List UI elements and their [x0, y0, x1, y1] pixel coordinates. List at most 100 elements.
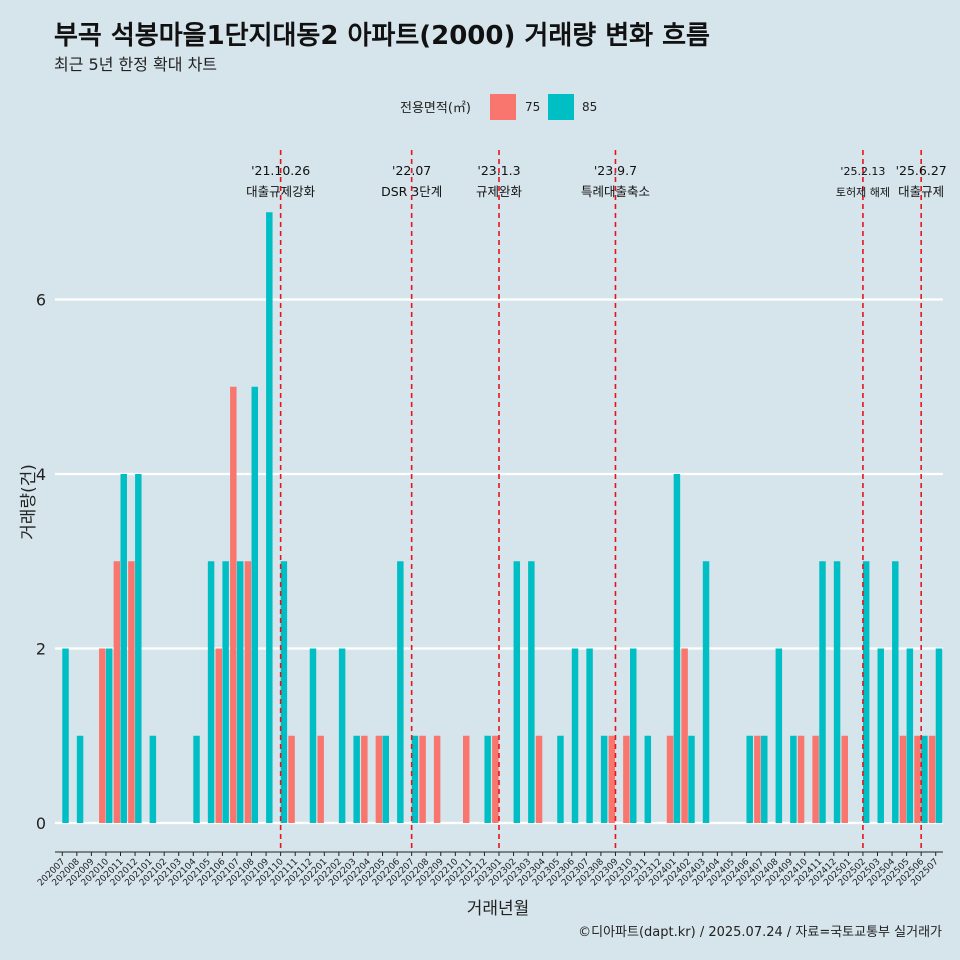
annotation-label: 대출규제강화	[246, 184, 316, 199]
y-tick-label: 0	[36, 814, 46, 833]
bar-75-202411	[812, 735, 819, 823]
bar-85-202305	[557, 735, 564, 823]
bar-85-202107	[236, 561, 244, 823]
bar-85-202012	[135, 474, 142, 823]
bar-75-202107	[230, 386, 237, 823]
chart-subtitle: 최근 5년 한정 확대 차트	[54, 55, 217, 74]
bar-75-202108	[244, 561, 252, 823]
bar-85-202504	[892, 561, 899, 823]
legend-label-75: 75	[525, 100, 540, 114]
bar-75-202011	[113, 561, 121, 823]
y-tick-label: 6	[36, 291, 46, 310]
bar-85-202303	[528, 561, 535, 823]
bar-85-202401	[673, 474, 681, 823]
annotation-date: '25.2.13	[840, 165, 885, 178]
caption: ©디아파트(dapt.kr) / 2025.07.24 / 자료=국토교통부 실…	[578, 925, 942, 940]
bars	[62, 212, 943, 823]
bar-75-202301	[492, 735, 499, 823]
bar-85-202411	[819, 561, 826, 823]
annotations: '21.10.26 대출규제강화 '22.07 DSR 3단계 '23.1.3 규제완화 '…	[246, 150, 947, 852]
bar-85-202408	[775, 648, 783, 823]
bar-75-202505	[899, 735, 907, 823]
bar-85-202105	[207, 561, 215, 823]
annotation-label: 규제완화	[476, 184, 523, 199]
annotation-date: '23.1.3	[477, 163, 520, 178]
bar-75-202111	[288, 735, 295, 823]
bar-85-202505	[906, 648, 914, 823]
bar-85-202106	[222, 561, 229, 823]
bar-85-202202	[338, 648, 346, 823]
bar-85-202205	[382, 735, 390, 823]
x-axis: 2020072020082020092020102020112020122021…	[36, 851, 943, 888]
bar-85-202407	[761, 735, 768, 823]
bar-85-202112	[309, 648, 317, 823]
bar-75-202010	[99, 648, 106, 823]
bar-85-202412	[833, 561, 841, 823]
y-axis-label: 거래량(건)	[19, 464, 39, 540]
bar-75-202506	[914, 735, 921, 823]
bar-85-202008	[76, 735, 84, 823]
bar-75-202407	[754, 735, 761, 823]
bar-85-202502	[862, 561, 870, 823]
bar-85-202308	[600, 735, 608, 823]
bar-75-202208	[419, 735, 426, 823]
bar-75-202310	[623, 735, 630, 823]
bar-85-202307	[586, 648, 593, 823]
annotation-date: '25.6.27	[896, 163, 947, 178]
bar-85-202503	[877, 648, 884, 823]
bar-75-202211	[463, 735, 470, 823]
bar-75-202402	[681, 648, 688, 823]
bar-85-202203	[353, 735, 360, 823]
bar-85-202409	[790, 735, 797, 823]
annotation-label: 토허제 해제	[836, 185, 890, 199]
bar-75-202201	[317, 735, 324, 823]
bar-75-202205	[375, 735, 383, 823]
legend-swatch-75	[490, 94, 516, 120]
annotation-date: '22.07	[392, 163, 431, 178]
bar-75-202209	[433, 735, 441, 823]
bar-75-202106	[215, 648, 223, 823]
bar-85-202306	[571, 648, 579, 823]
bar-85-202402	[688, 735, 695, 823]
annotation-date: '21.10.26	[251, 163, 310, 178]
bar-75-202507	[928, 735, 936, 823]
bar-85-202007	[62, 648, 69, 823]
bar-85-202011	[120, 474, 127, 823]
annotation-label: 대출규제	[898, 184, 944, 199]
bar-85-202311	[644, 735, 652, 823]
bar-85-202108	[251, 386, 259, 823]
y-tick-label: 4	[36, 465, 46, 484]
bar-85-202406	[746, 735, 753, 823]
bar-75-202204	[361, 735, 368, 823]
legend-title: 전용면적(㎡)	[400, 101, 471, 116]
bar-85-202212	[484, 735, 491, 823]
x-axis-label: 거래년월	[467, 899, 530, 919]
annotation-label: DSR 3단계	[381, 184, 442, 199]
bar-85-202110	[280, 561, 288, 823]
legend: 전용면적(㎡) 75 85	[400, 94, 597, 120]
bar-75-202309	[608, 735, 616, 823]
annotation-label: 특례대출축소	[581, 184, 650, 199]
legend-swatch-85	[548, 94, 574, 120]
bar-75-202501	[841, 735, 848, 823]
annotation-date: '23.9.7	[594, 163, 637, 178]
bar-85-202207	[411, 735, 419, 823]
bar-75-202401	[666, 735, 674, 823]
chart-title: 부곡 석봉마을1단지대동2 아파트(2000) 거래량 변화 흐름	[54, 21, 710, 51]
bar-85-202101	[149, 735, 157, 823]
bar-75-202410	[797, 735, 805, 823]
bar-85-202507	[935, 648, 943, 823]
bar-75-202012	[128, 561, 135, 823]
legend-label-85: 85	[582, 100, 597, 114]
bar-85-202403	[702, 561, 710, 823]
bar-75-202304	[535, 735, 543, 823]
bar-85-202310	[630, 648, 637, 823]
bar-85-202206	[397, 561, 404, 823]
bar-85-202302	[513, 561, 521, 823]
bar-85-202010	[105, 648, 113, 823]
bar-85-202506	[921, 735, 928, 823]
y-axis: 0 2 4 6	[36, 291, 46, 834]
bar-85-202104	[193, 735, 200, 823]
y-tick-label: 2	[36, 640, 46, 659]
